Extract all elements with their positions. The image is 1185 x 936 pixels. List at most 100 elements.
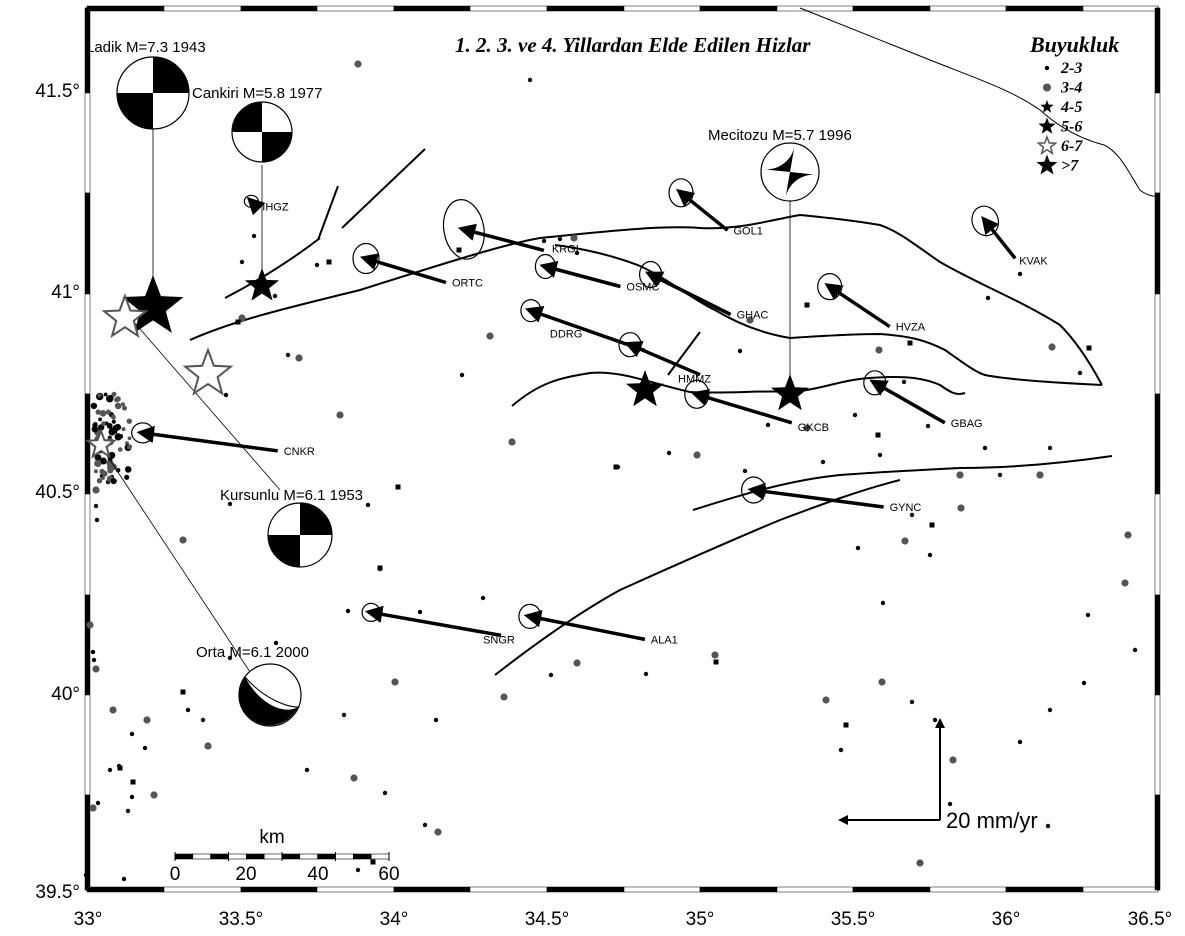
seismicity-dot: [94, 459, 102, 467]
scale-label-20: 20: [235, 864, 256, 885]
star-ladik: [122, 275, 184, 333]
seismicity-dot: [909, 512, 915, 518]
label-kursunlu: Kursunlu M=6.1 1953: [220, 487, 363, 504]
seismicity-dot: [142, 745, 148, 751]
reference-vector: 20 mm/yr: [838, 718, 1038, 833]
seismicity-dot: [239, 259, 245, 265]
seismicity-square: [326, 259, 332, 265]
vector-ortc: ORTC: [352, 242, 483, 290]
seismicity-square: [1086, 345, 1092, 351]
seismicity-square: [370, 859, 376, 865]
frame-bar-top: [929, 5, 1007, 12]
seismicity-dot: [573, 659, 581, 667]
velocity-arrow: [747, 482, 884, 509]
seismicity-dot: [422, 822, 428, 828]
legend-title: Buyukluk: [1029, 32, 1119, 57]
legend-symbol-open-star: [1036, 134, 1058, 156]
seismicity-dot: [295, 354, 303, 362]
scale-segment: [263, 853, 283, 860]
seismicity-dot: [114, 397, 120, 403]
coastline: [799, 7, 1159, 197]
seismicity-dot: [480, 595, 486, 601]
frame-bar-left: [84, 594, 91, 696]
y-axis-labels: 41.5° 41° 40.5° 40° 39.5°: [35, 81, 80, 903]
seismicity-dot: [127, 444, 132, 450]
seismicity-dot: [985, 295, 991, 301]
seismicity-dot: [1036, 471, 1044, 479]
seismicity-dot: [1124, 531, 1132, 539]
beachball-orta: [238, 663, 302, 727]
station-label: GKCB: [798, 422, 829, 434]
frame-bar-bottom: [86, 886, 165, 893]
seismicity-dot: [92, 422, 98, 428]
seismicity-dot: [129, 731, 135, 737]
scale-segment: [174, 853, 194, 860]
seismicity-dot: [1017, 271, 1023, 277]
seismicity-dot: [111, 419, 116, 424]
seismicity-square: [613, 464, 619, 470]
station-label: KRGI: [552, 243, 579, 255]
seismicity-dot: [114, 423, 122, 431]
scale-label-0: 0: [170, 864, 181, 885]
legend-item-2: 4-5: [1040, 99, 1082, 116]
seismicity-dot: [1045, 823, 1051, 829]
fault-short-1: [667, 331, 701, 376]
seismicity-dot: [932, 717, 938, 723]
seismicity-square: [235, 319, 241, 325]
seismicity-dot: [90, 649, 96, 655]
seismicity-dot: [956, 471, 964, 479]
frame-bar-top: [393, 5, 471, 12]
seismicity-dot: [737, 348, 743, 354]
frame-bar-bottom: [546, 886, 625, 893]
seismicity-dot: [127, 436, 132, 441]
seismicity-dot: [486, 332, 494, 340]
scale-segment: [192, 853, 211, 860]
legend-item-label: 4-5: [1060, 99, 1082, 116]
fault-west-2: [317, 185, 339, 241]
seismicity-dot: [304, 767, 310, 773]
legend-item-5: >7: [1036, 154, 1079, 175]
seismicity-square: [713, 659, 719, 665]
seismicity-dot: [901, 537, 909, 545]
fault-north-main: [189, 213, 1103, 386]
velocity-arrow: [457, 223, 545, 253]
seismicity-dot: [855, 545, 861, 551]
frame-bar-top: [776, 5, 854, 12]
seismicity-dot: [103, 392, 108, 397]
vector-krgi: KRGI: [442, 199, 579, 260]
beachball-cankiri: [231, 101, 293, 163]
seismicity-dot: [126, 418, 132, 424]
seismicity-dot: [820, 459, 826, 465]
seismicity-dot: [185, 707, 191, 713]
frame-bar-bottom: [852, 886, 931, 893]
seismicity-dot: [570, 234, 578, 242]
legend: Buyukluk 2-3 3-4 4-5 5-6 6-7 >7: [1029, 32, 1119, 175]
seismicity-square: [907, 340, 913, 346]
frame-bar-left: [84, 192, 91, 295]
seismicity-dot: [500, 693, 508, 701]
vector-ghac: GHAC: [638, 260, 768, 322]
legend-item-4: 6-7: [1036, 134, 1083, 156]
seismicity-dot: [95, 454, 102, 461]
frame-bar-bottom: [623, 886, 701, 893]
frame-bar-bottom: [929, 886, 1007, 893]
seismicity-dot: [909, 699, 915, 705]
x-tick-34: 34°: [380, 909, 409, 930]
seismicity-dot: [916, 859, 924, 867]
seismicity-dot: [527, 77, 533, 83]
x-tick-33-5: 33.5°: [219, 909, 264, 930]
station-label: HMMZ: [678, 374, 711, 386]
seismicity-dot: [92, 665, 100, 673]
fault-west-3: [341, 148, 426, 229]
label-orta: Orta M=6.1 2000: [196, 644, 309, 661]
frame-bar-left: [84, 694, 91, 796]
seismicity-dot: [251, 233, 257, 239]
seismicity-dot: [101, 476, 105, 480]
frame-bar-bottom: [1005, 886, 1084, 893]
seismicity-dot: [822, 696, 830, 704]
scale-label-40: 40: [307, 864, 328, 885]
frame-bar-bottom: [316, 886, 395, 893]
seismicity-dot: [101, 470, 108, 477]
vector-gol1: GOL1: [668, 178, 763, 237]
